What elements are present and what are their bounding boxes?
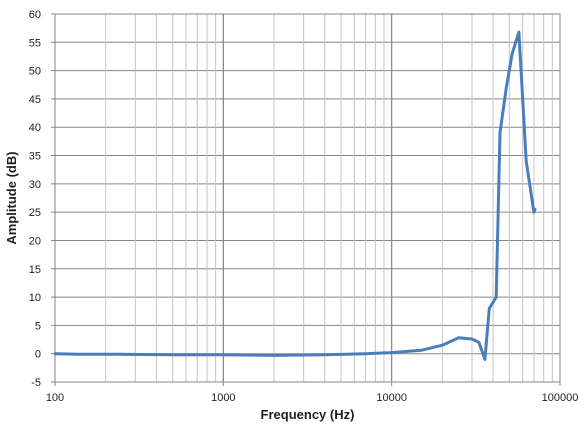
- x-axis-ticks: 100 1000 10000 100000: [46, 382, 579, 404]
- y-tick-label: -5: [31, 377, 41, 389]
- x-tick-label: 1000: [211, 392, 235, 404]
- y-tick-label: 30: [29, 179, 41, 191]
- y-tick-label: 60: [29, 9, 41, 21]
- x-tick-label: 100: [46, 392, 64, 404]
- y-tick-label: 45: [29, 94, 41, 106]
- y-axis-title: Amplitude (dB): [4, 151, 19, 244]
- y-tick-label: 50: [29, 66, 41, 78]
- y-tick-label: 0: [35, 349, 41, 361]
- y-tick-label: 20: [29, 235, 41, 247]
- series-layer: [53, 30, 537, 361]
- gridlines: [54, 13, 561, 383]
- x-tick-label: 100000: [542, 392, 579, 404]
- series-line: [53, 30, 537, 361]
- y-tick-label: 10: [29, 292, 41, 304]
- x-tick-label: 10000: [376, 392, 407, 404]
- y-tick-label: 35: [29, 151, 41, 163]
- y-tick-label: 55: [29, 37, 41, 49]
- x-axis-title: Frequency (Hz): [261, 407, 355, 422]
- y-tick-label: 40: [29, 122, 41, 134]
- y-tick-label: 15: [29, 264, 41, 276]
- y-tick-label: 5: [35, 320, 41, 332]
- y-tick-label: 25: [29, 207, 41, 219]
- y-axis-ticks: -5 0 5 10 15 20 25 30 35 40 45 50 55 60: [29, 9, 55, 389]
- plot-area: [54, 13, 561, 383]
